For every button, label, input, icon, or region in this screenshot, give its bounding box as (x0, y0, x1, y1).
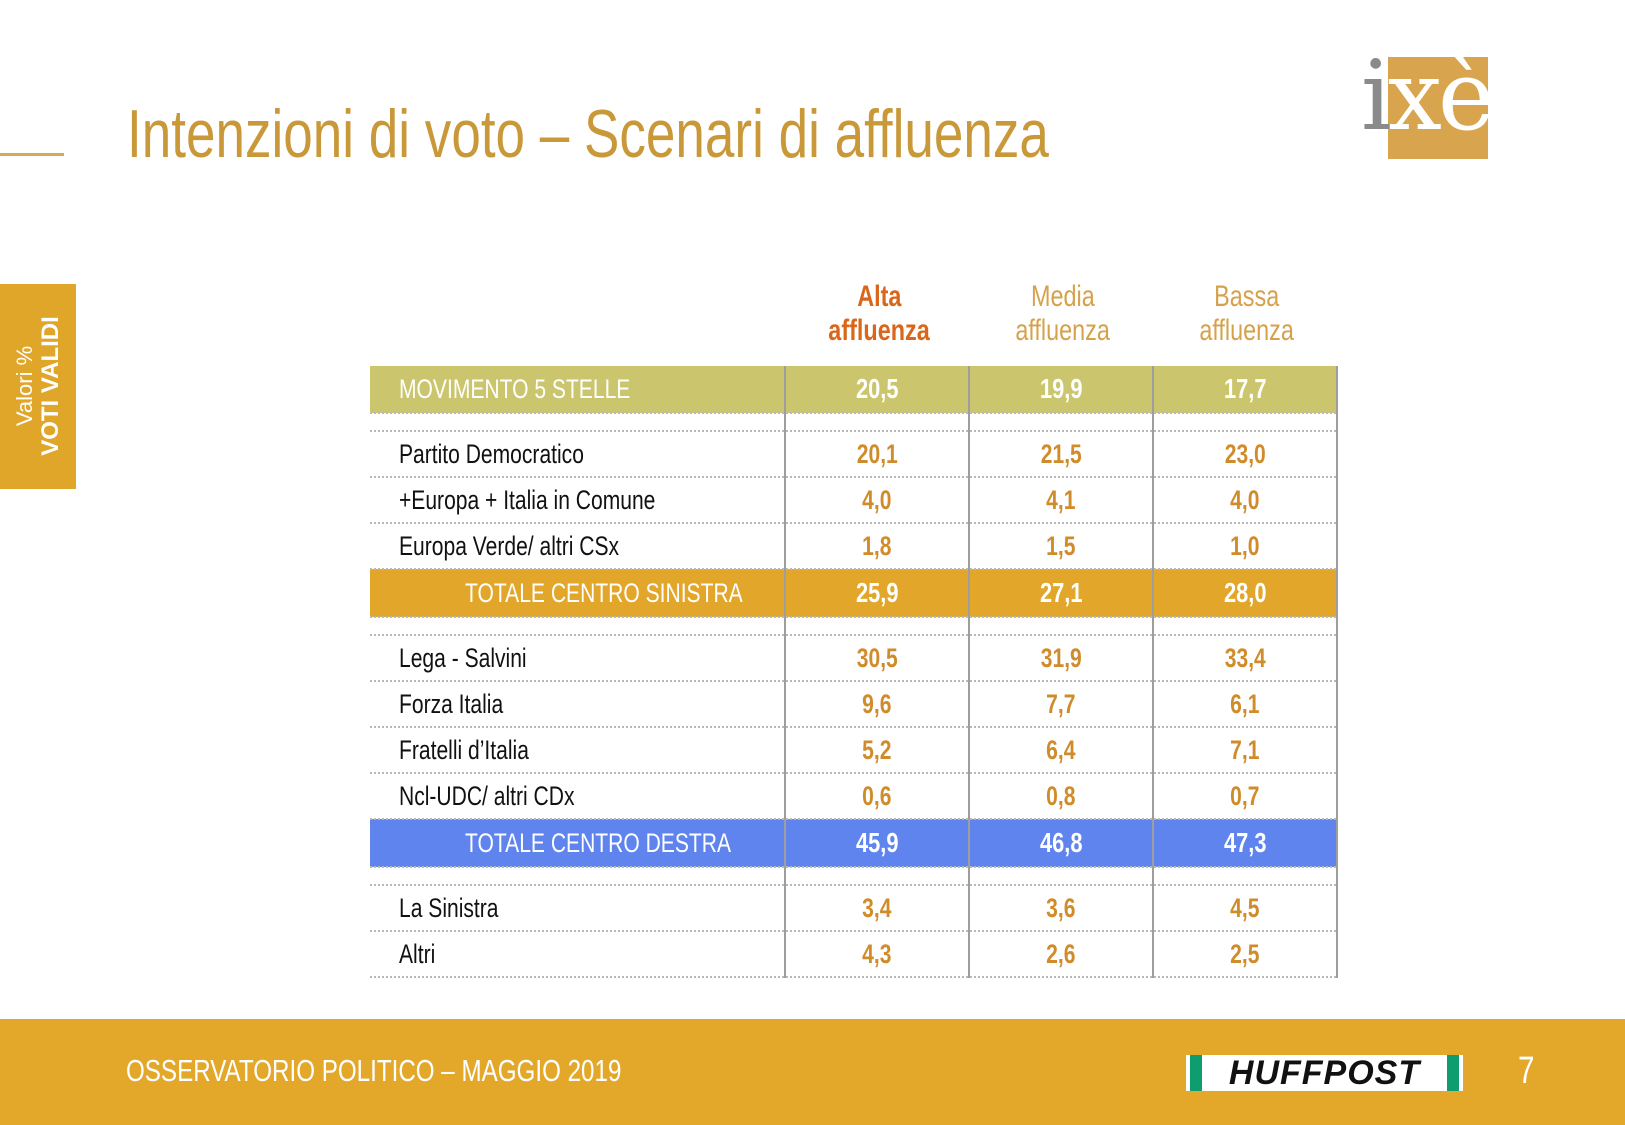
row-value: 2,5 (1152, 931, 1338, 978)
row-value: 21,5 (968, 431, 1153, 478)
side-tab-line2: VOTI VALIDI (37, 316, 64, 456)
column-header-bassa: Bassa affluenza (1199, 280, 1295, 347)
logo-text: ixè (1361, 40, 1495, 152)
table-row: Partito Democratico 20,1 21,5 23,0 (370, 431, 1338, 478)
row-value: 4,5 (1152, 885, 1338, 932)
row-value: 17,7 (1152, 366, 1338, 414)
spacer-cell (1152, 867, 1338, 886)
ixe-logo: ixè (1361, 41, 1495, 159)
title-rule (0, 153, 64, 156)
row-value: 4,0 (1152, 477, 1338, 524)
spacer-cell (968, 867, 1153, 886)
row-label: +Europa + Italia in Comune (370, 477, 785, 524)
row-value: 45,9 (784, 819, 969, 868)
row-value: 5,2 (784, 727, 969, 774)
row-value: 3,6 (968, 885, 1153, 932)
table-row: Fratelli d’Italia 5,2 6,4 7,1 (370, 727, 1338, 774)
huffpost-logo: HUFFPOST (1186, 1055, 1463, 1091)
row-value: 1,5 (968, 523, 1153, 570)
row-label: Ncl-UDC/ altri CDx (370, 773, 785, 820)
vote-table: MOVIMENTO 5 STELLE 20,5 19,9 17,7 Partito De… (370, 366, 1338, 978)
row-value: 0,8 (968, 773, 1153, 820)
column-header-media: Media affluenza (1015, 280, 1111, 347)
row-label: Forza Italia (370, 681, 785, 728)
spacer-cell (968, 617, 1153, 636)
spacer-cell (1152, 617, 1338, 636)
row-value: 0,7 (1152, 773, 1338, 820)
row-value: 28,0 (1152, 569, 1338, 618)
table-row: Lega - Salvini 30,5 31,9 33,4 (370, 635, 1338, 682)
side-tab-line1: Valori % (12, 345, 37, 427)
row-value: 31,9 (968, 635, 1153, 682)
row-label: Fratelli d’Italia (370, 727, 785, 774)
table-band-row: TOTALE CENTRO SINISTRA 25,9 27,1 28,0 (370, 569, 1338, 618)
side-tab: Valori % VOTI VALIDI (0, 284, 76, 489)
row-label: Lega - Salvini (370, 635, 785, 682)
table-row: Europa Verde/ altri CSx 1,8 1,5 1,0 (370, 523, 1338, 570)
spacer-cell (968, 413, 1153, 432)
row-value: 6,4 (968, 727, 1153, 774)
column-header-alta: Alta affluenza (828, 280, 930, 347)
row-value: 27,1 (968, 569, 1153, 618)
row-label: La Sinistra (370, 885, 785, 932)
row-value: 25,9 (784, 569, 969, 618)
spacer-cell (370, 617, 785, 636)
row-value: 7,7 (968, 681, 1153, 728)
row-value: 30,5 (784, 635, 969, 682)
row-label: Partito Democratico (370, 431, 785, 478)
row-value: 19,9 (968, 366, 1153, 414)
table-row: Ncl-UDC/ altri CDx 0,6 0,8 0,7 (370, 773, 1338, 820)
row-label: TOTALE CENTRO SINISTRA (370, 569, 785, 618)
row-value: 1,0 (1152, 523, 1338, 570)
spacer-row (370, 413, 1338, 432)
row-value: 4,3 (784, 931, 969, 978)
row-value: 20,5 (784, 366, 969, 414)
row-value: 9,6 (784, 681, 969, 728)
spacer-cell (784, 617, 969, 636)
page-title: Intenzioni di voto – Scenari di affluenz… (127, 96, 1049, 172)
row-value: 7,1 (1152, 727, 1338, 774)
spacer-row (370, 617, 1338, 636)
table-row: +Europa + Italia in Comune 4,0 4,1 4,0 (370, 477, 1338, 524)
row-value: 46,8 (968, 819, 1153, 868)
footer: OSSERVATORIO POLITICO – MAGGIO 2019 HUFF… (0, 1019, 1625, 1125)
row-value: 20,1 (784, 431, 969, 478)
row-value: 47,3 (1152, 819, 1338, 868)
table-row: La Sinistra 3,4 3,6 4,5 (370, 885, 1338, 932)
row-value: 0,6 (784, 773, 969, 820)
table-row: Forza Italia 9,6 7,7 6,1 (370, 681, 1338, 728)
spacer-cell (370, 867, 785, 886)
row-label: Altri (370, 931, 785, 978)
huffpost-wordmark: HUFFPOST (1228, 1054, 1421, 1092)
row-label: Europa Verde/ altri CSx (370, 523, 785, 570)
page-number: 7 (1518, 1050, 1535, 1092)
footer-text: OSSERVATORIO POLITICO – MAGGIO 2019 (126, 1053, 622, 1088)
spacer-cell (1152, 413, 1338, 432)
row-value: 6,1 (1152, 681, 1338, 728)
row-value: 33,4 (1152, 635, 1338, 682)
row-label: TOTALE CENTRO DESTRA (370, 819, 785, 868)
spacer-cell (370, 413, 785, 432)
row-value: 3,4 (784, 885, 969, 932)
huffpost-bar-left (1190, 1055, 1202, 1091)
row-label: MOVIMENTO 5 STELLE (370, 366, 785, 414)
spacer-row (370, 867, 1338, 886)
spacer-cell (784, 867, 969, 886)
row-value: 23,0 (1152, 431, 1338, 478)
row-value: 1,8 (784, 523, 969, 570)
table-band-row: MOVIMENTO 5 STELLE 20,5 19,9 17,7 (370, 366, 1338, 414)
row-value: 4,0 (784, 477, 969, 524)
table-band-row: TOTALE CENTRO DESTRA 45,9 46,8 47,3 (370, 819, 1338, 868)
row-value: 2,6 (968, 931, 1153, 978)
logo-square (1388, 57, 1488, 159)
row-value: 4,1 (968, 477, 1153, 524)
huffpost-bar-right (1447, 1055, 1459, 1091)
table-row: Altri 4,3 2,6 2,5 (370, 931, 1338, 978)
spacer-cell (784, 413, 969, 432)
